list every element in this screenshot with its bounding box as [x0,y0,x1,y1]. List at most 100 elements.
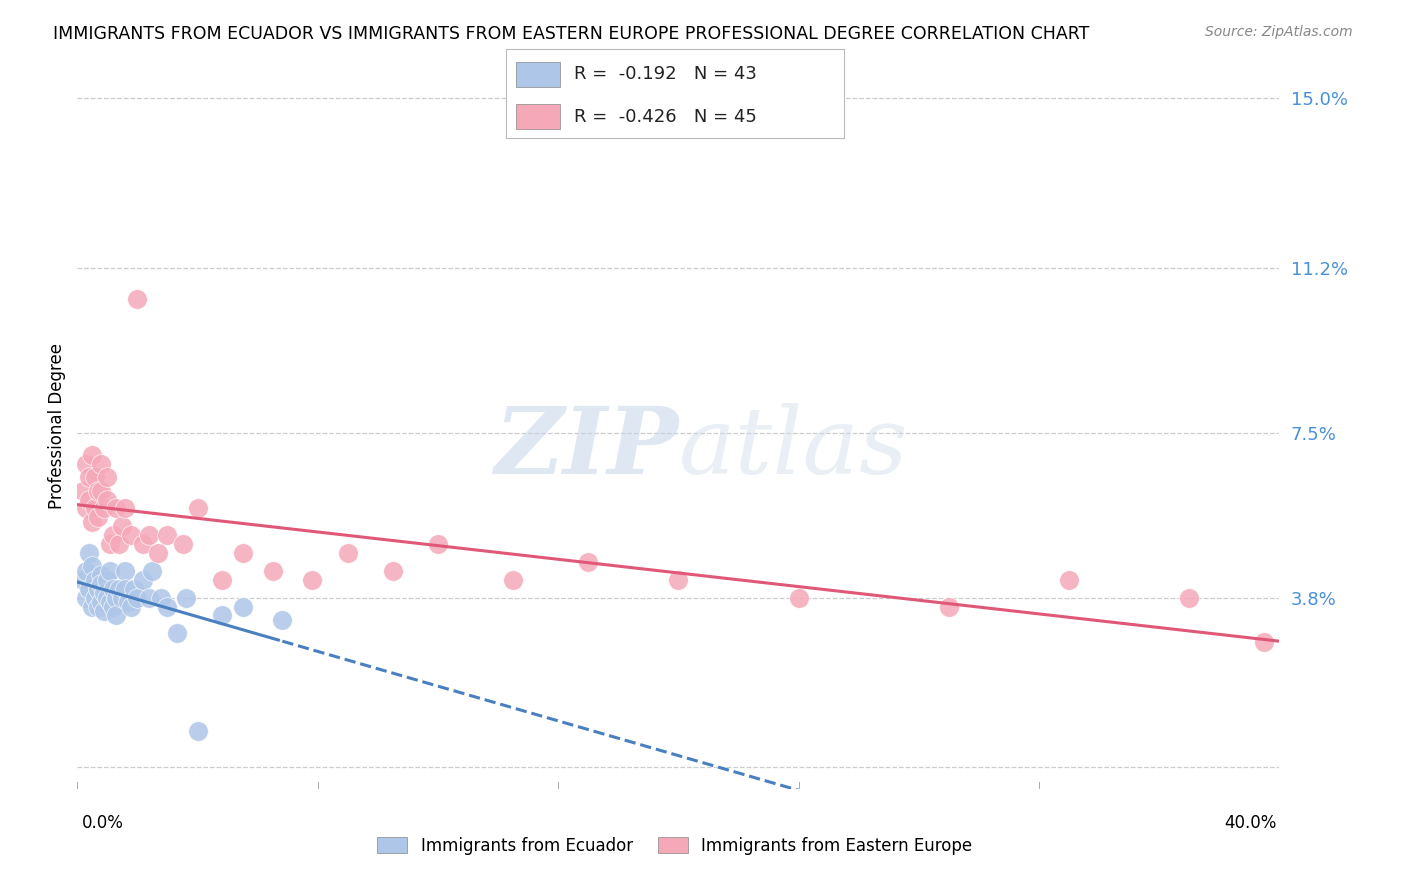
Point [1178,591,1201,605]
Point [502,573,524,587]
Point [93,586,115,600]
Text: 40.0%: 40.0% [1225,814,1277,831]
Point [211,608,233,623]
Point [93,604,115,618]
Point [127,292,149,306]
Point [82,599,104,614]
Point [96,573,118,587]
Point [82,448,104,462]
Point [75,457,97,471]
Point [141,564,163,578]
Point [87,483,110,498]
Point [90,457,112,471]
Point [232,546,254,560]
Point [938,599,960,614]
Text: Source: ZipAtlas.com: Source: ZipAtlas.com [1205,25,1353,39]
Point [148,546,170,560]
Point [79,546,101,560]
FancyBboxPatch shape [516,62,560,87]
Point [187,501,209,516]
Point [114,582,136,596]
Point [576,555,599,569]
Point [79,582,101,596]
Point [105,501,128,516]
Point [108,537,131,551]
Point [90,577,112,591]
Point [187,724,209,739]
Y-axis label: Professional Degree: Professional Degree [48,343,66,509]
Point [79,470,101,484]
Point [172,537,194,551]
Point [668,573,690,587]
Text: atlas: atlas [679,403,908,492]
Point [787,591,810,605]
Point [114,564,136,578]
Text: R =  -0.426   N = 45: R = -0.426 N = 45 [574,108,756,126]
Point [1057,573,1080,587]
Point [87,599,110,614]
Point [156,599,179,614]
Point [79,492,101,507]
Point [262,564,284,578]
Point [1253,635,1275,649]
Point [75,501,97,516]
Text: IMMIGRANTS FROM ECUADOR VS IMMIGRANTS FROM EASTERN EUROPE PROFESSIONAL DEGREE CO: IMMIGRANTS FROM ECUADOR VS IMMIGRANTS FR… [53,25,1090,43]
Point [336,546,359,560]
Legend: Immigrants from Ecuador, Immigrants from Eastern Europe: Immigrants from Ecuador, Immigrants from… [371,830,979,862]
Point [132,573,155,587]
Point [96,591,118,605]
FancyBboxPatch shape [516,104,560,129]
Point [120,528,142,542]
Point [82,559,104,574]
Point [84,573,107,587]
Point [114,501,136,516]
Point [90,568,112,582]
Point [270,613,292,627]
Point [108,582,131,596]
Point [127,591,149,605]
Point [174,591,197,605]
Point [211,573,233,587]
Point [117,595,139,609]
Point [132,537,155,551]
Point [90,595,112,609]
Text: 0.0%: 0.0% [82,814,124,831]
Point [427,537,450,551]
Point [82,515,104,529]
Point [103,582,125,596]
Point [103,599,125,614]
Point [124,582,146,596]
Point [166,626,188,640]
Point [156,528,179,542]
Point [150,591,173,605]
Point [93,501,115,516]
Point [100,564,122,578]
Point [87,510,110,524]
Point [96,492,118,507]
Point [87,582,110,596]
Point [103,528,125,542]
Point [72,573,94,587]
Point [75,591,97,605]
Point [105,591,128,605]
Point [232,599,254,614]
Point [111,591,134,605]
Text: ZIP: ZIP [494,403,679,492]
Point [72,483,94,498]
Point [75,564,97,578]
Point [100,537,122,551]
Point [138,528,160,542]
Point [301,573,323,587]
Point [84,470,107,484]
Point [120,599,142,614]
Point [381,564,404,578]
Text: R =  -0.192   N = 43: R = -0.192 N = 43 [574,65,756,83]
Point [100,595,122,609]
Point [96,470,118,484]
Point [90,483,112,498]
Point [111,519,134,533]
Point [138,591,160,605]
Point [105,608,128,623]
Point [84,591,107,605]
Point [84,501,107,516]
